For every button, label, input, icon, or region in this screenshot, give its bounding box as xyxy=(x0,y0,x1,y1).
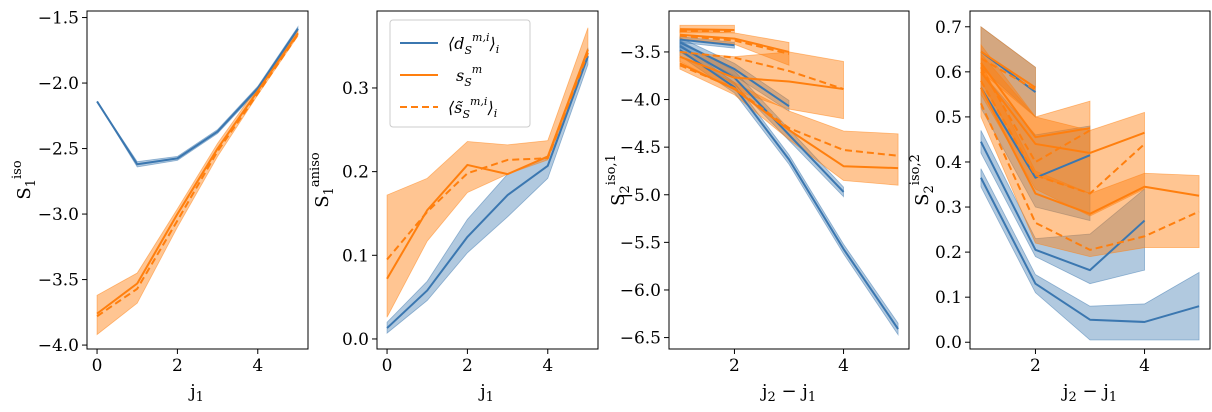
panel-2-xtick-label: 4 xyxy=(542,356,553,376)
panel-3-line-blue-1 xyxy=(679,41,790,108)
panel-1-ytick-label: −3.0 xyxy=(38,205,79,225)
panel-3-ytick-label: −6.0 xyxy=(620,281,661,301)
panel-1-band-blue-0 xyxy=(96,25,299,168)
panel-4-band-orange-solid-3 xyxy=(980,62,1200,258)
panel-2-ytick-label: 0.1 xyxy=(342,246,369,266)
panel-4-line-orange-solid-0 xyxy=(980,50,1037,89)
panel-1-lines xyxy=(96,28,299,318)
panel-4-line-orange-solid-2 xyxy=(980,71,1145,154)
legend: ⟨dSm,i⟩i sSm ⟨s̃Sm,i⟩i xyxy=(389,19,531,128)
panel-2-ytick-label: 0.0 xyxy=(342,330,369,350)
panel-3-ytick-label: −3.5 xyxy=(620,43,661,63)
panel-4-line-orange-dashed-3 xyxy=(980,102,1200,251)
panel-3-xtick-label: 2 xyxy=(729,356,740,376)
panel-2-band-blue-0 xyxy=(386,47,589,334)
panel-4-line-orange-dashed-2 xyxy=(980,80,1146,195)
panel-4: 2 4 0.0 0.1 0.2 0.3 0.4 0.5 0.6 0.7 S2iso,2 j2 − … xyxy=(908,10,1211,405)
panel-4-line-blue-3 xyxy=(980,177,1200,323)
panel-4-band-blue-2 xyxy=(980,130,1145,285)
panel-4-band-orange-solid-2 xyxy=(980,52,1145,217)
panel-3-ylabel: S2iso,1 xyxy=(604,154,633,206)
panel-1-line-blue-0 xyxy=(96,28,299,166)
panel-4-ytick-label: 0.4 xyxy=(935,153,962,173)
panel-1-ytick-label: −2.0 xyxy=(38,74,79,94)
panel-1-frame xyxy=(86,10,309,350)
panel-1-ytick-label: −4.0 xyxy=(38,336,79,356)
panel-2-line-blue-0 xyxy=(386,55,589,329)
legend-box xyxy=(389,19,531,128)
panel-4-frame xyxy=(969,10,1211,350)
panel-4-line-blue-1 xyxy=(980,87,1091,179)
panel-4-ticks: 2 4 0.0 0.1 0.2 0.3 0.4 0.5 0.6 0.7 xyxy=(935,18,1150,376)
panel-3: 2 4 −6.5 −6.0 −5.5 −5.0 −4.5 −4.0 −3.5 S2iso,1 j… xyxy=(604,10,910,405)
panel-4-fills xyxy=(980,25,1200,341)
panel-4-lines xyxy=(980,50,1200,323)
panel-1-xlabel: j1 xyxy=(188,381,204,405)
panel-4-ytick-label: 0.6 xyxy=(935,63,962,83)
panel-1-ytick-label: −1.5 xyxy=(38,9,79,29)
panel-4-xtick-label: 4 xyxy=(1139,356,1150,376)
panel-3-line-orange-solid-1 xyxy=(679,33,790,53)
panel-1: 0 2 4 −4.0 −3.5 −3.0 −2.5 −2.0 −1.5 S1iso j1 xyxy=(10,9,309,405)
panel-3-ytick-label: −4.5 xyxy=(620,138,661,158)
panel-2-ylabel: S1aniso xyxy=(308,152,337,208)
panel-3-line-blue-2 xyxy=(679,45,845,193)
panel-3-line-orange-dashed-1 xyxy=(679,34,790,55)
panel-4-ytick-label: 0.0 xyxy=(935,333,962,353)
panel-3-ytick-label: −5.0 xyxy=(620,186,661,206)
panel-2-ticks: 0 2 4 0.0 0.1 0.2 0.3 xyxy=(342,79,553,376)
panel-4-line-orange-solid-3 xyxy=(980,87,1200,215)
panel-3-line-orange-dashed-2 xyxy=(679,50,844,91)
panel-1-xtick-label: 2 xyxy=(172,356,183,376)
panel-4-line-orange-dashed-1 xyxy=(980,66,1091,163)
panel-2-ytick-label: 0.3 xyxy=(342,79,369,99)
panel-4-ytick-label: 0.3 xyxy=(935,198,962,218)
panel-4-band-blue-3 xyxy=(980,168,1200,341)
panel-1-ylabel: S1iso xyxy=(10,160,39,199)
panel-3-xtick-label: 4 xyxy=(838,356,849,376)
panel-4-line-orange-solid-1 xyxy=(980,62,1091,139)
panel-3-xlabel: j2 − j1 xyxy=(760,381,816,405)
panel-1-line-orange-dashed-0 xyxy=(96,34,299,318)
panel-3-line-orange-solid-2 xyxy=(679,55,844,91)
panel-2-xtick-label: 2 xyxy=(462,356,473,376)
panel-3-line-orange-dashed-3 xyxy=(679,64,899,157)
panel-2-frame xyxy=(376,10,599,350)
panel-3-ytick-label: −6.5 xyxy=(620,329,661,349)
panel-4-ytick-label: 0.5 xyxy=(935,108,962,128)
panel-4-xlabel: j2 − j1 xyxy=(1061,381,1117,405)
panel-4-line-blue-2 xyxy=(980,141,1146,272)
panel-1-ytick-label: −2.5 xyxy=(38,140,79,160)
panel-4-ytick-label: 0.1 xyxy=(935,288,962,308)
panel-4-ylabel: S2iso,2 xyxy=(908,154,937,206)
panel-3-line-blue-3 xyxy=(679,49,899,330)
panel-1-xtick-label: 0 xyxy=(92,356,103,376)
panel-2: 0 2 4 0.0 0.1 0.2 0.3 S1aniso j1 ⟨dSm,i⟩i sSm … xyxy=(308,10,599,405)
panel-3-ytick-label: −5.5 xyxy=(620,233,661,253)
panel-3-line-orange-solid-0 xyxy=(679,28,735,32)
panel-2-ytick-label: 0.2 xyxy=(342,163,369,183)
panel-1-line-orange-solid-0 xyxy=(96,32,299,315)
panel-3-lines xyxy=(679,28,899,330)
panel-2-xlabel: j1 xyxy=(478,381,494,405)
panel-1-ticks: 0 2 4 −4.0 −3.5 −3.0 −2.5 −2.0 −1.5 xyxy=(38,9,263,376)
panel-4-ytick-label: 0.2 xyxy=(935,243,962,263)
panel-4-xtick-label: 2 xyxy=(1030,356,1041,376)
panel-2-lines xyxy=(386,49,589,329)
panel-3-frame xyxy=(668,10,910,350)
panel-2-xtick-label: 0 xyxy=(382,356,393,376)
panel-3-line-blue-0 xyxy=(679,38,735,47)
panel-1-xtick-label: 4 xyxy=(252,356,263,376)
panel-3-ticks: 2 4 −6.5 −6.0 −5.5 −5.0 −4.5 −4.0 −3.5 xyxy=(620,43,849,376)
panel-4-ytick-label: 0.7 xyxy=(935,18,962,38)
panel-1-ytick-label: −3.5 xyxy=(38,271,79,291)
panel-3-ytick-label: −4.0 xyxy=(620,91,661,111)
